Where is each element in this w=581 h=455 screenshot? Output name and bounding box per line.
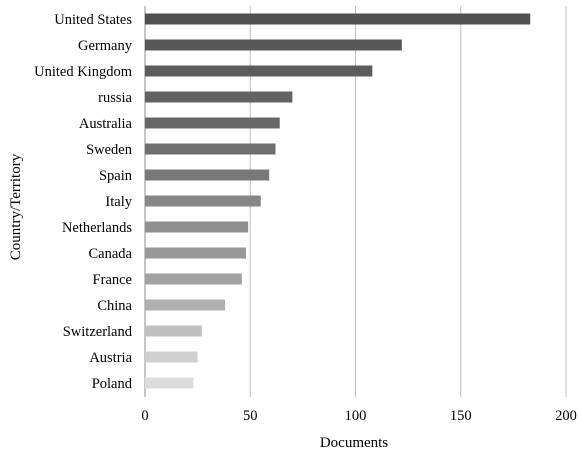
x-tick-label-100: 100 — [345, 408, 367, 424]
bar-sweden — [145, 143, 276, 155]
category-label-united-states: United States — [54, 12, 132, 28]
bar-poland — [145, 377, 194, 389]
category-label-france: France — [93, 272, 132, 288]
category-label-canada: Canada — [89, 246, 133, 262]
category-label-netherlands: Netherlands — [62, 220, 132, 236]
bar-italy — [145, 195, 261, 207]
x-tick-labels: 0 50 100 150 200 — [141, 408, 577, 424]
category-label-russia: russia — [98, 90, 132, 106]
bars — [145, 13, 531, 389]
bar-russia — [145, 91, 293, 103]
category-label-china: China — [97, 298, 132, 314]
x-tick-label-0: 0 — [141, 408, 148, 424]
x-axis-title: Documents — [320, 435, 388, 451]
category-labels: United States Germany United Kingdom russia… — [34, 12, 133, 392]
category-label-spain: Spain — [99, 168, 133, 184]
bar-united-kingdom — [145, 65, 373, 77]
bar-canada — [145, 247, 247, 259]
bar-france — [145, 273, 242, 285]
x-tick-label-200: 200 — [555, 408, 577, 424]
category-label-switzerland: Switzerland — [63, 324, 133, 340]
y-axis-title: Country/Territory — [8, 153, 24, 260]
bar-netherlands — [145, 221, 249, 233]
bar-united-states — [145, 13, 531, 25]
bar-germany — [145, 39, 402, 51]
category-label-austria: Austria — [89, 350, 132, 366]
x-tick-label-150: 150 — [450, 408, 472, 424]
bar-switzerland — [145, 325, 202, 337]
category-label-poland: Poland — [92, 376, 133, 392]
category-label-australia: Australia — [79, 116, 133, 132]
category-label-germany: Germany — [78, 38, 133, 54]
category-label-italy: Italy — [105, 194, 132, 210]
bar-china — [145, 299, 225, 311]
category-label-sweden: Sweden — [86, 142, 133, 158]
bar-austria — [145, 351, 198, 363]
bar-spain — [145, 169, 270, 181]
bar-australia — [145, 117, 280, 129]
x-tick-label-50: 50 — [243, 408, 258, 424]
category-label-united-kingdom: United Kingdom — [34, 64, 133, 80]
